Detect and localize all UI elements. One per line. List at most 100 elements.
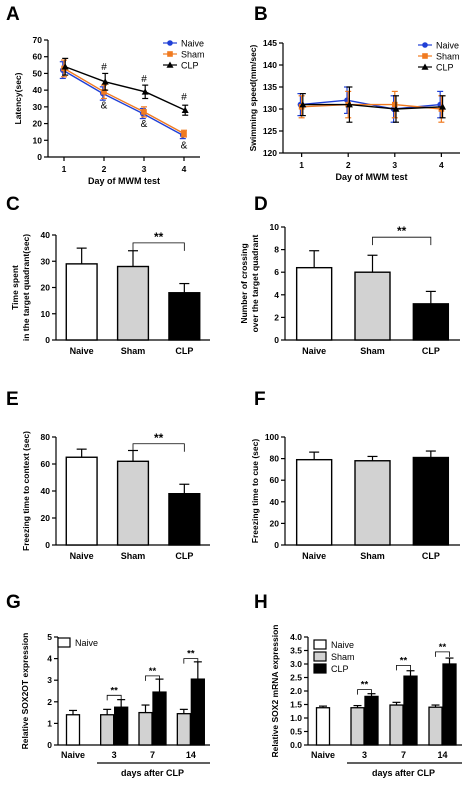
chart-B: B 120 125 130 135 140 145 1 2 3 4 Day of MWM test Sw… (248, 4, 460, 182)
annotation: & (141, 119, 148, 130)
x-tick-label: Naive (70, 551, 94, 561)
legend-swatch (313, 639, 327, 650)
y-axis-label: in the target quadrant(sec) (21, 234, 31, 341)
bar (442, 663, 457, 746)
bar (116, 265, 150, 341)
series-line (64, 66, 186, 111)
y-tick-label: 20 (33, 119, 43, 129)
y-tick-label: 0 (274, 540, 279, 550)
significance-bracket: ** (372, 224, 432, 246)
legend-swatch (313, 663, 327, 674)
x-tick-label: Sham (121, 551, 146, 561)
legend-swatch (57, 637, 71, 648)
y-tick-label: 40 (270, 497, 280, 507)
y-tick-label: 125 (263, 126, 277, 136)
y-tick-label: 10 (270, 222, 280, 232)
bar (295, 266, 333, 341)
y-tick-label: 20 (41, 283, 51, 293)
chart-F: F 0 20 40 60 80 100 Freezing time to cue (sec) N… (250, 389, 460, 561)
bracket-line (183, 658, 199, 664)
panel-letter: E (6, 389, 19, 410)
significance-label: ** (154, 431, 164, 445)
bar (152, 691, 167, 746)
x-tick-label: Naive (302, 551, 326, 561)
panel-letter: C (6, 194, 20, 215)
bar (315, 707, 331, 746)
x-axis-label: Day of MWM test (88, 176, 160, 186)
series-line (63, 67, 185, 135)
x-tick-label: 3 (112, 750, 117, 760)
panel-letter: F (254, 389, 266, 410)
annotation: # (141, 74, 147, 85)
y-tick-label: 10 (41, 309, 51, 319)
y-tick-label: 100 (265, 432, 279, 442)
panel-letter: G (6, 592, 21, 613)
x-tick-label: 2 (102, 164, 107, 174)
series-line (62, 69, 184, 136)
bar (350, 707, 365, 746)
significance-label: ** (400, 655, 408, 666)
series-clp (299, 86, 447, 123)
bar (65, 714, 81, 746)
y-axis-label: Relative SOX2 mRNA expression (270, 625, 280, 758)
significance-bracket: ** (396, 655, 411, 671)
y-axis-label: Swimming speed(mm/sec) (248, 44, 258, 151)
significance-label: ** (154, 230, 164, 244)
x-tick-label: Sham (360, 551, 385, 561)
panel-letter: D (254, 194, 268, 215)
x-axis-label: days after CLP (121, 768, 184, 778)
y-tick-label: 20 (270, 518, 280, 528)
x-tick-label: 4 (182, 164, 187, 174)
y-tick-label: 2 (274, 312, 279, 322)
y-tick-label: 60 (33, 52, 43, 62)
panel-letter: B (254, 4, 268, 25)
bar (412, 303, 450, 341)
y-tick-label: 1 (47, 718, 52, 728)
legend-swatch (313, 651, 327, 662)
significance-label: ** (361, 680, 369, 691)
x-tick-label: 7 (150, 750, 155, 760)
x-tick-label: 14 (186, 750, 196, 760)
data-point (61, 63, 69, 70)
bar (116, 460, 150, 546)
series-line (301, 103, 442, 110)
y-axis-label: Freezing time to context (sec) (21, 431, 31, 551)
significance-label: ** (149, 666, 157, 677)
y-tick-label: 40 (33, 85, 43, 95)
data-point (167, 40, 173, 46)
x-tick-label: Sham (360, 346, 385, 356)
legend-label: Sham (331, 652, 355, 662)
significance-bracket: ** (435, 642, 450, 657)
x-tick-label: CLP (175, 346, 193, 356)
chart-H: H 0.0 0.5 1.0 1.5 2.0 2.5 3.0 3.5 4.0 Relative SOX… (254, 592, 462, 778)
significance-label: ** (187, 649, 195, 660)
bar (295, 458, 333, 546)
significance-bracket: ** (183, 649, 199, 664)
y-tick-label: 3.5 (290, 646, 302, 656)
x-tick-label: CLP (422, 551, 440, 561)
data-point (422, 53, 428, 59)
y-tick-label: 0 (45, 540, 50, 550)
data-point (391, 101, 398, 108)
series-naive (59, 61, 186, 140)
chart-D: D 0 2 4 6 8 10 Number of crossing over the targe… (239, 194, 460, 356)
y-tick-label: 6 (274, 267, 279, 277)
chart-C: C 0 10 20 30 40 Time spent in the target quadra… (6, 194, 210, 356)
x-tick-label: 2 (346, 160, 351, 170)
legend-label: CLP (181, 61, 199, 71)
significance-bracket: ** (106, 685, 122, 701)
x-tick-label: 14 (437, 750, 447, 760)
y-tick-label: 40 (41, 486, 51, 496)
bracket-line (132, 242, 185, 251)
y-tick-label: 3.0 (290, 659, 302, 669)
significance-bracket: ** (132, 431, 185, 452)
legend-label: Naive (436, 41, 459, 51)
data-point (439, 103, 447, 110)
bar (65, 456, 98, 546)
data-point (101, 78, 109, 85)
y-tick-label: 4.0 (290, 632, 302, 642)
significance-bracket: ** (357, 680, 372, 695)
data-point (422, 42, 428, 48)
